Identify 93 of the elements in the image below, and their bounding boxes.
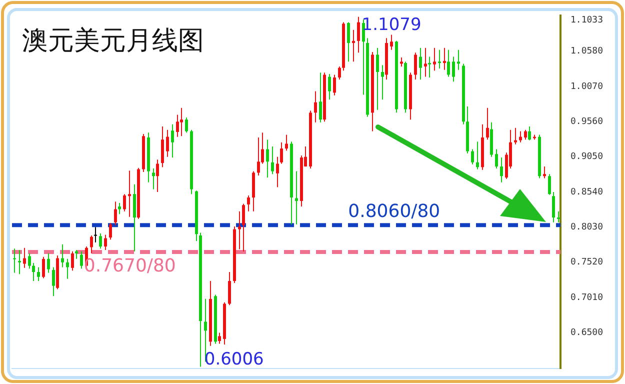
candlestick [180,107,183,137]
candlestick [109,222,112,240]
y-tick-label: 0.9560 [570,116,604,127]
ref-line-label: 0.8060/80 [348,200,440,222]
candlestick [133,184,136,252]
candlestick [328,74,331,100]
candlestick [152,168,155,190]
candlestick [42,256,45,279]
candlestick [424,47,427,78]
y-tick-label: 0.9050 [570,152,604,162]
candlestick [438,49,441,70]
candlestick [433,47,436,72]
candlestick [37,266,40,282]
candlestick [185,116,188,134]
candlestick [524,129,527,140]
candlestick [156,159,159,192]
candlestick [266,139,269,178]
candlestick [528,126,531,141]
candlestick [347,22,350,62]
candlestick [114,201,117,226]
candlestick [428,56,431,78]
candlestick [271,146,274,175]
candlestick [52,266,55,297]
candlestick [228,272,231,306]
candlestick [247,194,250,212]
candlestick [381,64,384,100]
candlestick [471,148,474,165]
candlestick [486,107,489,140]
candlestick [319,72,322,123]
ref-line-label: 0.7670/80 [84,256,176,277]
candlestick [238,210,241,250]
candlestick [80,250,83,270]
candlestick [557,210,560,223]
candlestick [123,194,126,212]
candlestick [376,47,379,110]
candlestick [66,258,69,280]
candlestick [414,52,417,80]
y-tick-label: 1.0580 [570,46,604,57]
candlestick [543,166,546,179]
candlestick [362,19,365,96]
candlestick [161,126,164,168]
candlestick [28,252,31,270]
candlestick [548,174,551,196]
candlestick [128,170,131,218]
y-tick-label: 0.8030 [570,222,604,233]
candlestick [295,170,298,225]
candlestick [218,332,221,344]
candlestick [476,141,479,170]
candlestick [552,192,555,223]
candlestick [204,298,207,362]
candlestick [390,34,393,50]
text: 澳元美元月线图 [22,26,204,56]
candlestick [276,156,279,188]
candlestick [32,262,35,282]
candlestick [443,47,446,70]
candlestick [514,127,517,145]
candlestick [338,66,341,80]
candlestick [242,203,245,252]
candlestick [104,234,107,250]
y-tick-label: 0.8540 [570,187,604,198]
candlestick [47,252,50,274]
annotation: 0.6006 [204,350,264,370]
candlestick [357,16,360,54]
y-tick-label: 1.0070 [570,82,604,92]
candlestick [99,232,102,250]
y-tick-label: 0.7010 [570,292,604,303]
candlestick [333,74,336,96]
candlestick [257,137,260,176]
candlestick [61,244,64,268]
candlestick [166,129,169,158]
candlestick [495,148,498,170]
candlestick [519,130,522,143]
candlestick [171,124,174,158]
candlestick [500,157,503,183]
candlestick [18,249,21,275]
candlestick [314,90,317,123]
candlestick [280,142,283,164]
candlestick [352,29,355,62]
candlestick [90,234,93,254]
candlestick [176,114,179,138]
candlestick [118,202,121,215]
y-tick-label: 0.6500 [570,328,604,338]
candlestick [419,47,422,80]
candlestick [13,248,16,274]
candlestick [71,250,74,272]
candlestick [23,247,26,268]
candlestick [94,226,97,243]
candlestick [452,56,455,82]
candlestick [285,134,288,152]
candlestick [447,49,450,78]
y-tick-label: 0.7520 [570,258,604,268]
candlestick [457,49,460,70]
y-tick-label: 1.1033 [570,15,604,26]
